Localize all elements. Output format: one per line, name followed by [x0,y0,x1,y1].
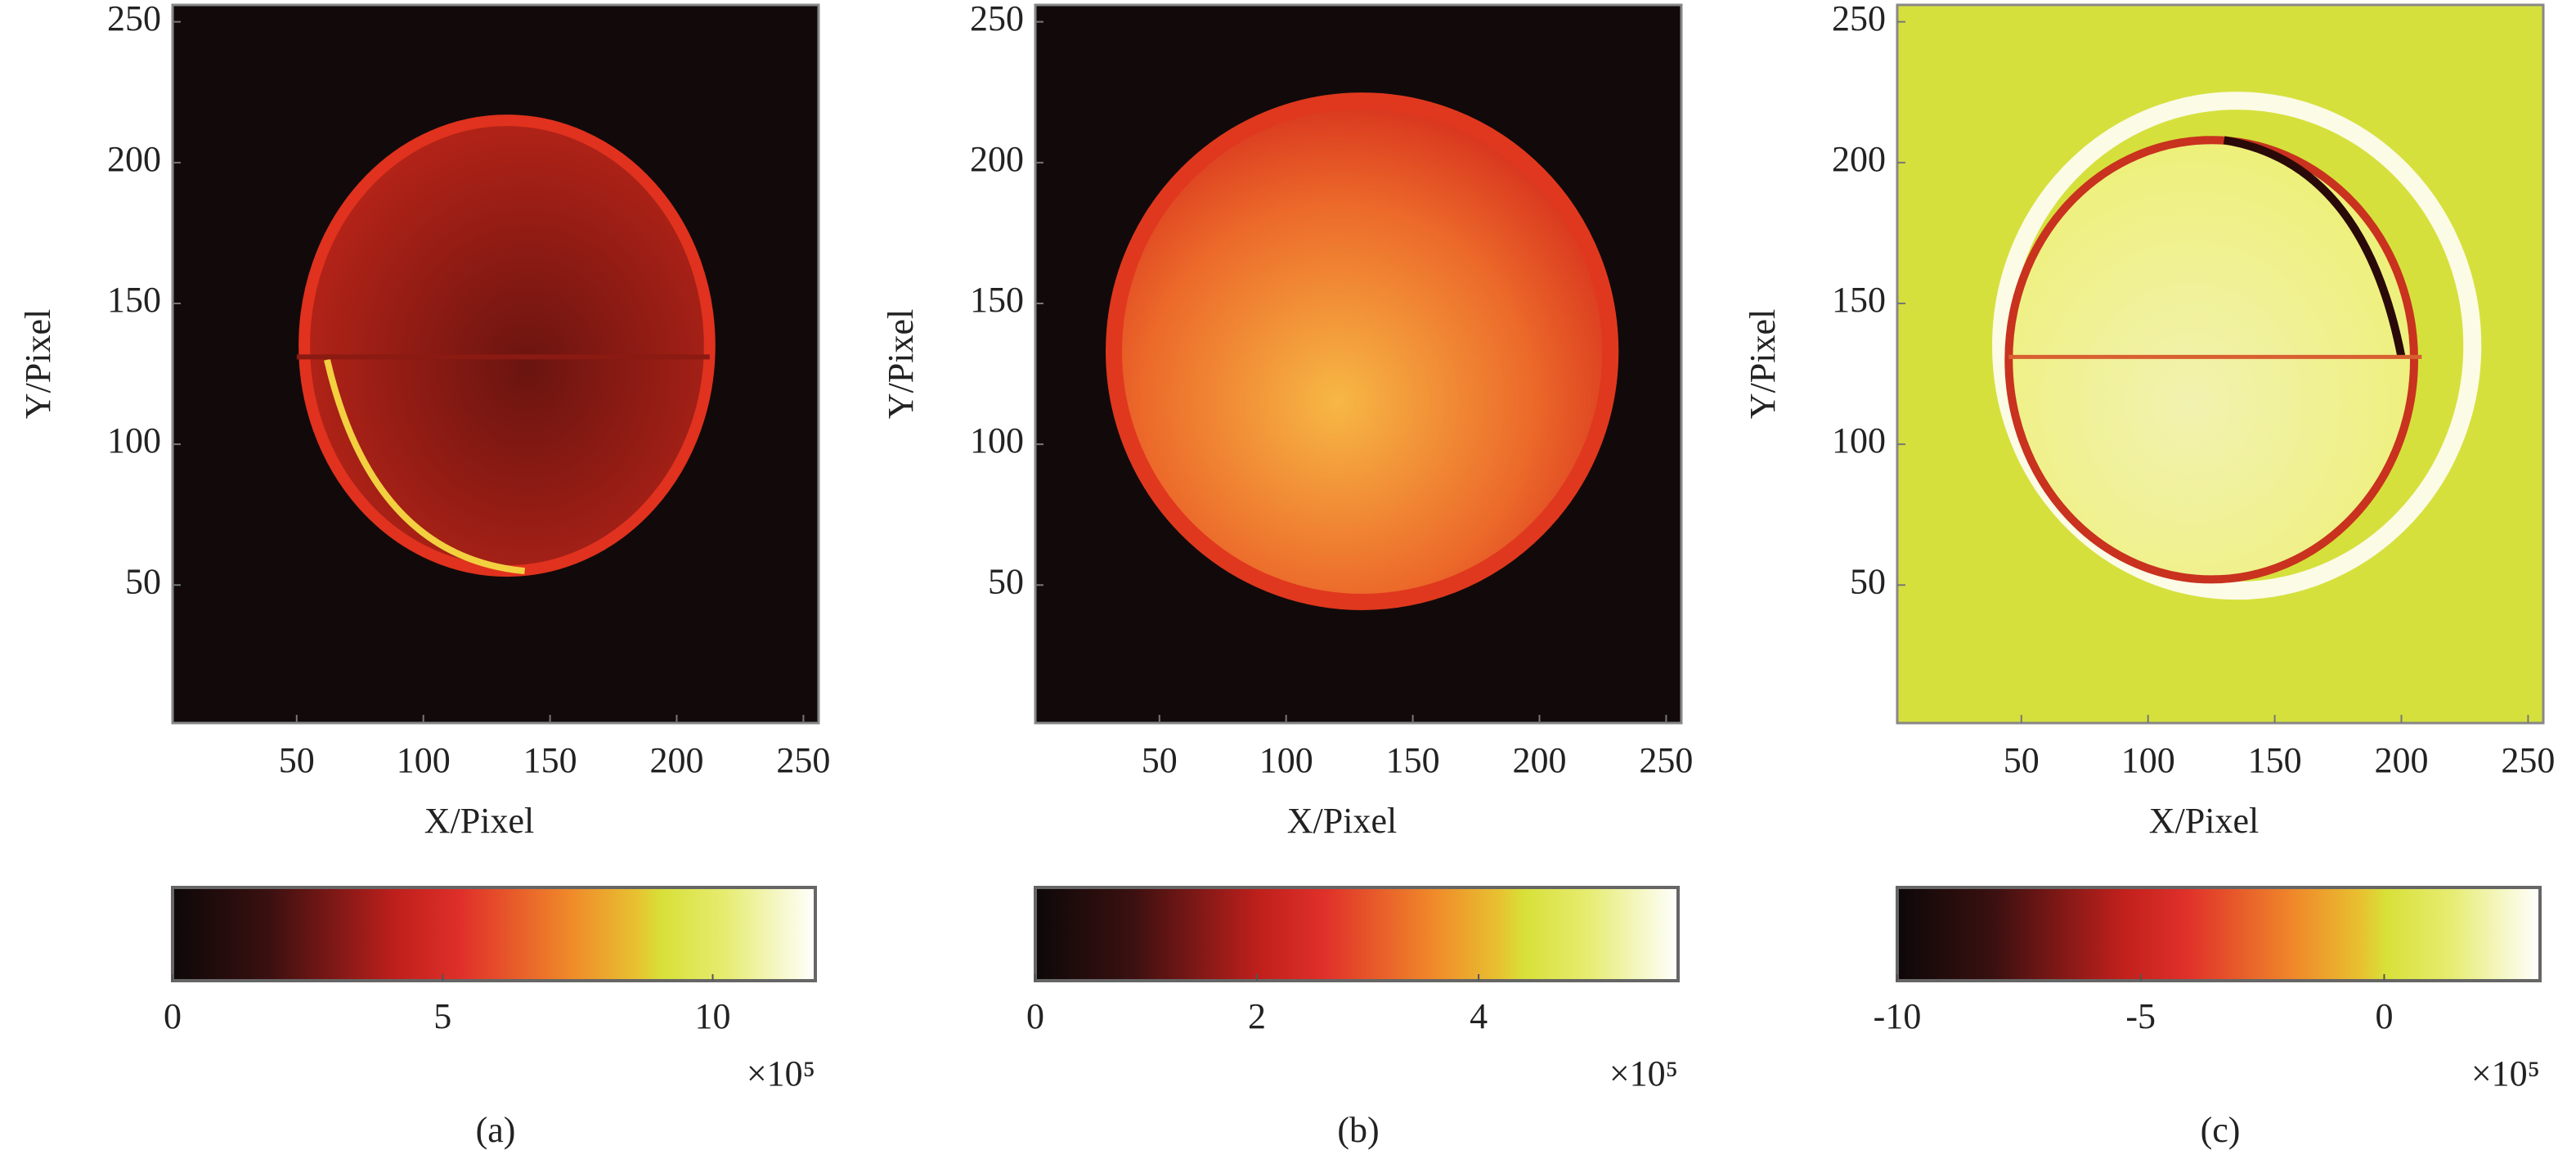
x-axis-label: X/Pixel [424,801,534,841]
plot-frame [1034,3,1683,725]
heatmap-bright-edge [324,358,525,575]
y-tick-label: 200 [1832,139,1886,179]
heatmap-field [1106,92,1619,610]
y-axis-label: Y/Pixel [1743,309,1783,419]
heatmap-field [2004,136,2419,584]
x-tick-label: 150 [1386,740,1440,780]
y-tick-label: 200 [970,139,1024,179]
heatmap-halo [1992,92,2482,600]
colorbar-tick-label: 0 [164,996,182,1036]
colorbar [171,886,817,982]
heatmap [1897,5,2543,723]
panel-caption: (b) [1337,1110,1379,1150]
heatmap [173,5,819,723]
x-tick-label: 150 [523,740,577,780]
colorbar-multiplier: ×10⁵ [747,1053,815,1094]
colorbar [1034,886,1680,982]
x-tick-label: 100 [397,740,451,780]
colorbar-multiplier: ×10⁵ [2471,1053,2540,1094]
y-tick-label: 250 [107,0,161,38]
x-tick-label: 250 [776,740,830,780]
y-tick-label: 100 [970,420,1024,460]
y-tick-label: 50 [125,561,161,601]
colorbar-tick-label: -10 [1874,996,1922,1036]
colorbar-tick-label: 10 [695,996,731,1036]
y-tick-label: 150 [107,280,161,320]
x-tick-label: 50 [2004,740,2040,780]
x-axis-label: X/Pixel [1287,801,1397,841]
x-tick-label: 50 [1142,740,1178,780]
x-tick-label: 200 [1513,740,1567,780]
y-tick-label: 50 [988,561,1024,601]
colorbar-tick-label: 5 [433,996,451,1036]
plot-frame [171,3,820,725]
y-tick-label: 150 [1832,280,1886,320]
y-tick-label: 200 [107,139,161,179]
x-tick-label: 250 [2501,740,2555,780]
x-axis-label: X/Pixel [2149,801,2259,841]
x-tick-label: 150 [2248,740,2302,780]
heatmap-dark-edge [2223,136,2406,358]
y-tick-label: 100 [1832,420,1886,460]
x-tick-label: 100 [2121,740,2175,780]
y-tick-label: 100 [107,420,161,460]
x-tick-label: 100 [1259,740,1313,780]
colorbar-tick-label: 4 [1470,996,1488,1036]
panel: 50 100 150 200 25050100150200250X/PixelY/Pix… [18,0,830,1150]
panel: 50 100 150 200 250 50 100 150 200 250 X/Pixel Y/Pix… [1743,0,2555,1150]
colorbar-multiplier: ×10⁵ [1609,1053,1678,1094]
y-axis-label: Y/Pixel [881,309,921,419]
y-tick-label: 50 [1850,561,1886,601]
y-axis-label: Y/Pixel [18,309,58,419]
heatmap [1035,5,1681,723]
colorbar-tick-label: -5 [2125,996,2156,1036]
y-tick-label: 250 [970,0,1024,38]
colorbar-tick-label: 0 [1026,996,1044,1036]
x-tick-label: 200 [650,740,704,780]
y-tick-label: 250 [1832,0,1886,38]
colorbar-tick-label: 2 [1248,996,1266,1036]
colorbar [1896,886,2542,982]
heatmap-field [298,115,716,577]
panel-caption: (a) [476,1110,516,1150]
panel: 50 100 150 200 250 50 100 150 200 250 X/Pixel Y/Pix… [881,0,1693,1150]
x-tick-label: 50 [279,740,315,780]
x-tick-label: 250 [1639,740,1693,780]
colorbar-tick-label: 0 [2375,996,2393,1036]
y-tick-label: 150 [970,280,1024,320]
plot-frame [1896,3,2545,725]
x-tick-label: 200 [2375,740,2429,780]
panel-caption: (c) [2201,1110,2241,1150]
